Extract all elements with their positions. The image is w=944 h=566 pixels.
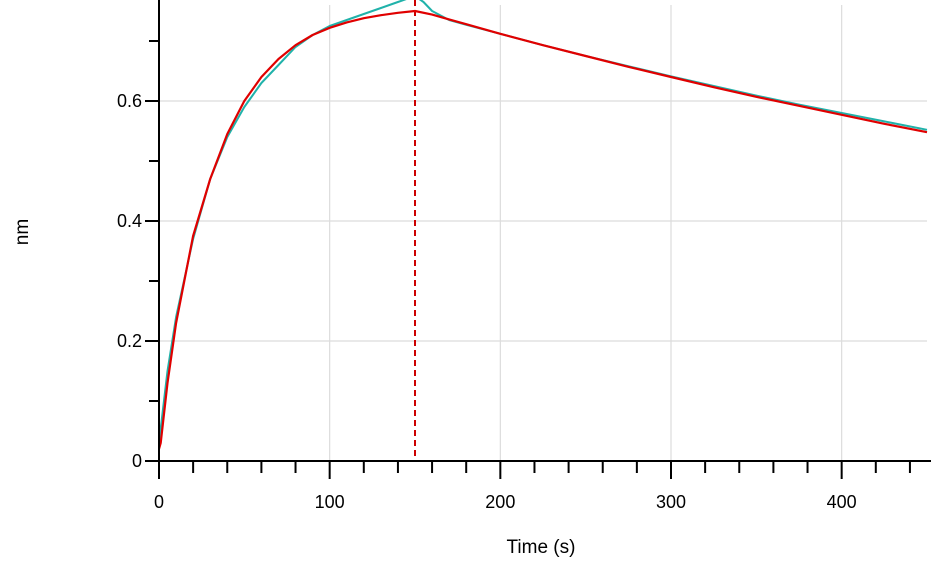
axes [147,0,931,465]
x-tick-label: 0 [154,492,164,512]
y-tick-label: 0 [132,451,142,471]
vertical-markers [158,0,416,461]
grid [159,5,927,461]
x-tick-label: 200 [485,492,515,512]
x-axis-title: Time (s) [507,537,576,558]
x-tick-label: 100 [315,492,345,512]
x-tick-label: 300 [656,492,686,512]
y-tick-label: 0.6 [117,91,142,111]
fitted-curve-line [157,9,928,450]
y-tick-label: 0.4 [117,211,142,231]
ticks: 0 100 200 300 400 0 0.2 0.4 0.6 [117,40,911,512]
series-group [157,0,928,450]
y-tick-label: 0.2 [117,331,142,351]
y-axis-title: nm [12,219,33,245]
x-tick-label: 400 [827,492,857,512]
